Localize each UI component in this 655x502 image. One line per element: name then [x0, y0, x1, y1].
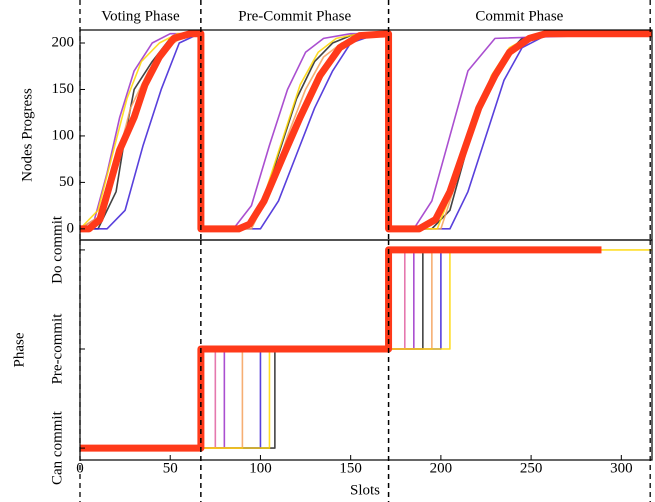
- series-line: [80, 246, 602, 452]
- plot-area: [80, 246, 652, 452]
- y-tick-label: 200: [52, 34, 75, 50]
- y-axis-label: Nodes Progress: [19, 88, 35, 182]
- phase-label: Commit Phase: [475, 8, 563, 24]
- y-tick-label: Can commit: [49, 410, 65, 485]
- series-line: [80, 32, 652, 230]
- phase-label: Pre-Commit Phase: [238, 8, 351, 24]
- x-tick-label: 300: [610, 460, 633, 476]
- x-tick-label: 250: [520, 460, 543, 476]
- series-line: [80, 32, 652, 230]
- x-tick-label: 100: [249, 460, 272, 476]
- x-tick-label: 50: [163, 460, 178, 476]
- y-tick-label: Pre-commit: [49, 313, 65, 385]
- x-tick-label: 200: [430, 460, 453, 476]
- y-tick-label: 0: [67, 220, 75, 236]
- axes-frame: [79, 29, 653, 241]
- y-tick-label: 50: [59, 174, 74, 190]
- phase-label: Voting Phase: [101, 8, 180, 24]
- plot-area: [80, 30, 652, 233]
- series-line: [80, 30, 652, 233]
- y-tick-label: 100: [52, 127, 75, 143]
- x-axis-label: Slots: [350, 482, 380, 498]
- y-tick-label: Do commit: [49, 215, 65, 284]
- series-line: [80, 32, 652, 230]
- y-tick-label: 150: [52, 81, 75, 97]
- x-tick-label: 150: [339, 460, 362, 476]
- series-line: [80, 32, 652, 230]
- x-tick-label: 0: [76, 460, 84, 476]
- y-axis-label: Phase: [11, 332, 27, 367]
- series-line: [80, 32, 652, 230]
